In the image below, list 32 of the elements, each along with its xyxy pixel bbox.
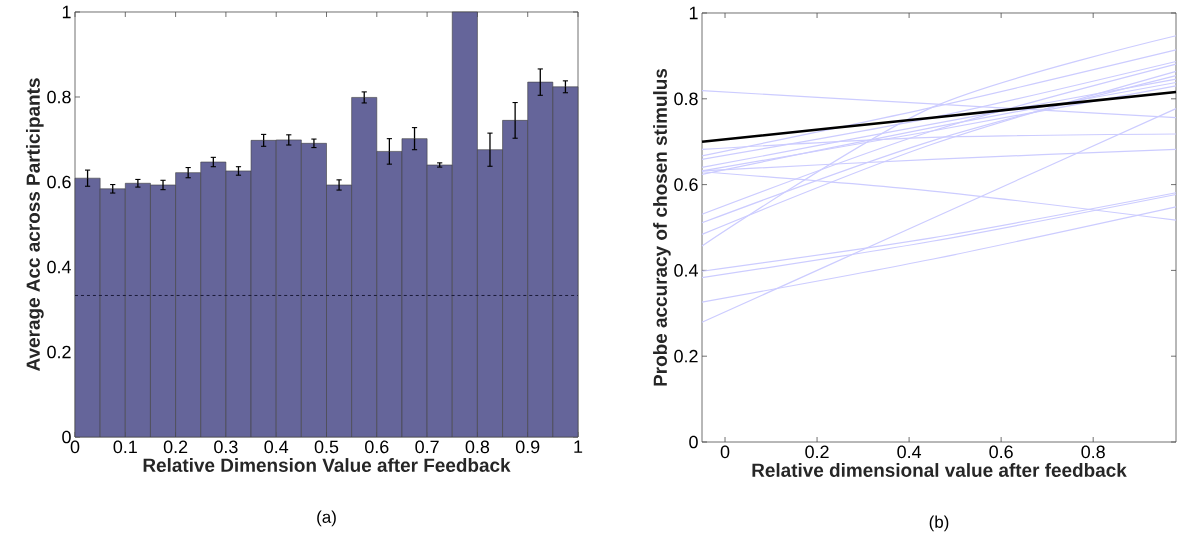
y-axis-title: Probe accuracy of chosen stimulus	[653, 68, 671, 386]
x-tick-label: 0	[720, 445, 730, 459]
y-tick-label: 0.4	[674, 264, 698, 277]
y-tick-label: 0.6	[674, 178, 698, 191]
y-tick-label: 0.4	[47, 260, 71, 274]
y-tick-label: 0	[62, 430, 71, 444]
x-tick-label: 0.2	[805, 445, 829, 459]
y-tick-label: 1	[62, 5, 71, 19]
y-tick-label: 1	[689, 6, 698, 20]
y-tick-label: 0.6	[47, 175, 71, 189]
text: (a)	[317, 510, 336, 527]
x-tick-label: 0.8	[1081, 445, 1105, 459]
x-tick-label: 0.7	[415, 440, 439, 454]
x-tick-label: 0.6	[365, 440, 389, 454]
y-axis-title: Average Acc across Participants	[25, 78, 44, 371]
x-tick-label: 0.6	[989, 445, 1013, 459]
x-tick-label: 0.5	[314, 440, 339, 454]
x-tick-label: 1	[574, 440, 583, 453]
y-tick-label: 0.2	[674, 349, 698, 363]
x-tick-label: 0.9	[515, 440, 540, 454]
x-tick-label: 0.1	[113, 440, 137, 454]
x-axis-title: Relative dimensional value after feedback	[752, 463, 1127, 477]
text: (b)	[929, 515, 949, 532]
x-tick-label: 0.4	[897, 445, 922, 459]
x-tick-label: 0.8	[465, 440, 490, 454]
y-tick-label: 0.8	[47, 90, 71, 104]
x-tick-label: 0.2	[163, 440, 188, 454]
y-tick-label: 0.8	[674, 92, 698, 106]
x-tick-label: 0.3	[214, 440, 238, 454]
x-axis-title: Relative Dimension Value after Feedback	[143, 458, 511, 472]
y-tick-label: 0.2	[47, 345, 71, 359]
x-tick-label: 0.4	[264, 440, 289, 454]
